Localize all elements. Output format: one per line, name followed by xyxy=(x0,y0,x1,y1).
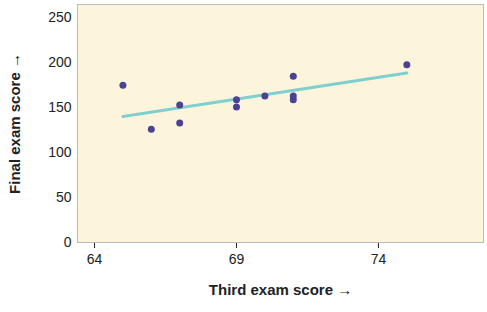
svg-text:64: 64 xyxy=(87,251,103,267)
svg-text:0: 0 xyxy=(64,234,72,250)
svg-text:69: 69 xyxy=(229,251,245,267)
svg-text:100: 100 xyxy=(48,144,72,160)
svg-text:200: 200 xyxy=(48,54,72,70)
svg-text:Third exam score →: Third exam score → xyxy=(209,281,352,298)
svg-text:Final exam score →: Final exam score → xyxy=(6,53,23,194)
svg-text:74: 74 xyxy=(371,251,387,267)
svg-text:250: 250 xyxy=(48,9,72,25)
svg-text:150: 150 xyxy=(48,99,72,115)
svg-text:50: 50 xyxy=(56,189,72,205)
